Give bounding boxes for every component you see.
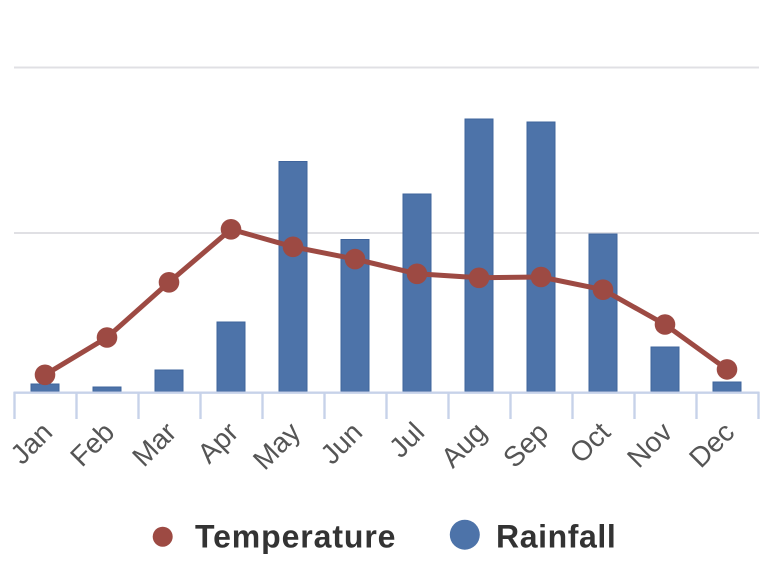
svg-text:Rainfall: Rainfall bbox=[496, 519, 616, 555]
svg-text:Temperature: Temperature bbox=[195, 519, 396, 555]
